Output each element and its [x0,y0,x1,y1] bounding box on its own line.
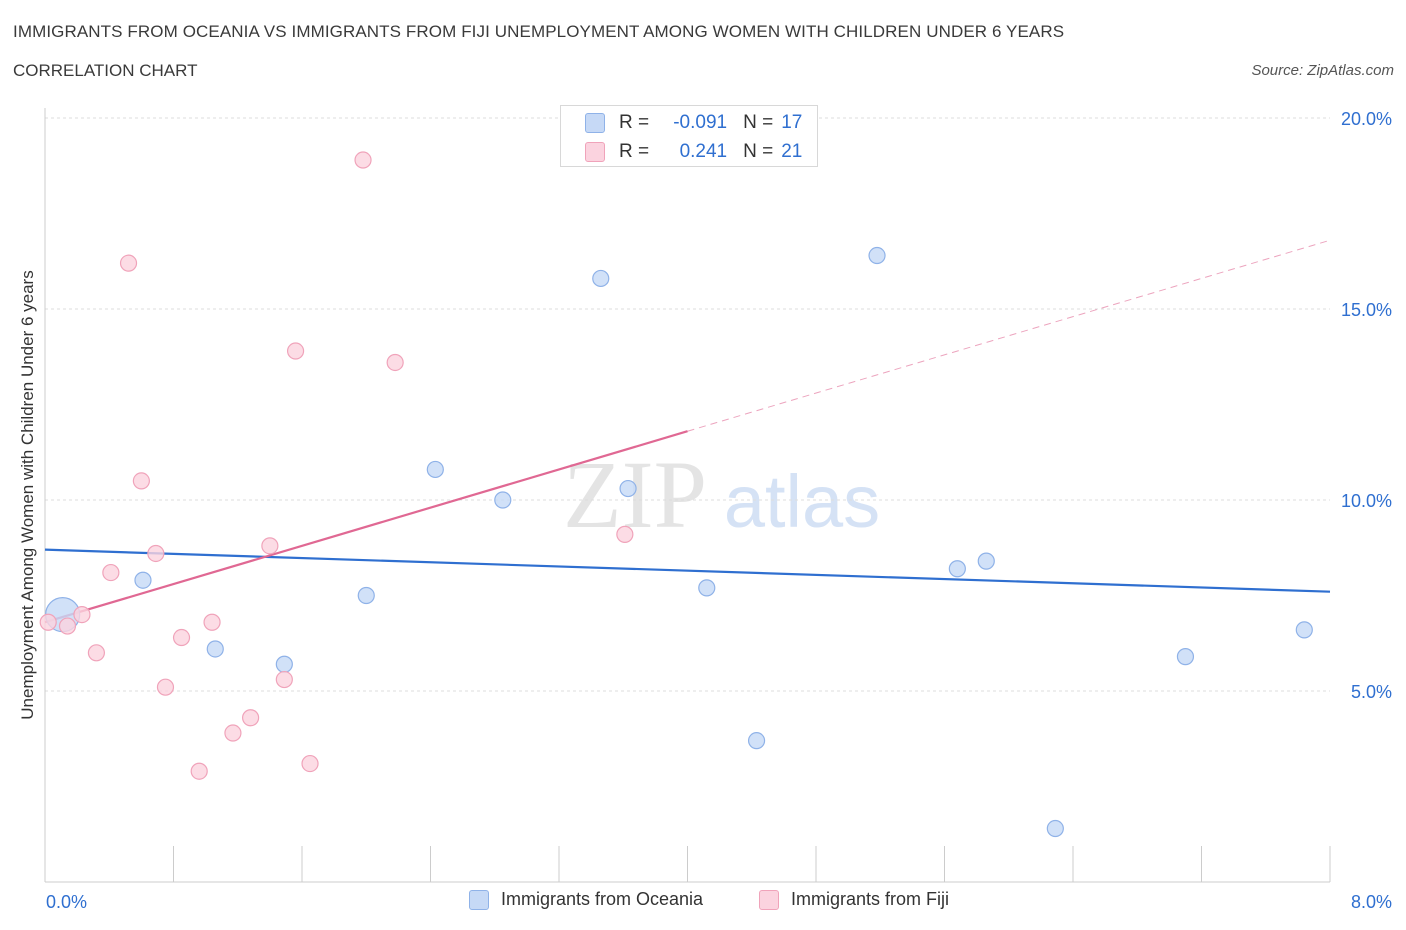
legend-item-fiji[interactable]: Immigrants from Fiji [759,889,949,910]
oceania-point [206,640,224,658]
fiji-point [119,254,138,272]
fiji-point [102,563,120,582]
n-label: N = [743,141,774,162]
oceania-point [592,269,610,288]
oceania-point [619,479,637,498]
fiji-point [73,605,91,624]
fiji-point [39,613,57,631]
oceania-point [977,552,995,570]
fiji-point [147,544,165,563]
fiji-point [172,628,191,647]
legend-label-fiji: Immigrants from Fiji [791,889,950,909]
n-label: N = [743,112,774,133]
oceania-legend-swatch [469,889,489,910]
legend-label-oceania: Immigrants from Oceania [501,889,704,909]
fiji-point [301,754,319,773]
chart-subtitle: CORRELATION CHART [13,61,198,80]
r-value: -0.091 [673,112,728,133]
x-tick-label: 8.0% [1351,892,1392,912]
fiji-trend-extension [687,239,1331,432]
oceania-point [747,732,766,750]
y-tick-label: 15.0% [1341,300,1392,320]
stats-row-oceania: R = -0.091 N = 17 [585,112,802,134]
fiji-point [386,353,404,372]
oceania-point [1176,648,1195,666]
oceania-point [1046,819,1064,838]
oceania-point [698,579,716,597]
watermark-zip: ZIP [563,441,707,548]
fiji-point [261,537,279,555]
chart-title: IMMIGRANTS FROM OCEANIA VS IMMIGRANTS FR… [13,22,1065,41]
fiji-point [58,617,77,635]
y-tick-label: 20.0% [1341,109,1392,129]
oceania-point [275,655,293,673]
stats-row-fiji: R = 0.241 N = 21 [585,141,802,163]
r-label: R = [619,141,650,162]
tick-labels: 5.0% 10.0% 15.0% 20.0% 0.0% 8.0% [46,109,1392,912]
grid-lines [45,117,1330,692]
oceania-point [1295,621,1313,639]
y-tick-label: 10.0% [1341,491,1392,511]
fiji-point [87,644,106,662]
oceania-point [948,560,966,578]
r-label: R = [619,112,650,133]
legend-item-oceania[interactable]: Immigrants from Oceania [469,889,703,910]
fiji-point [616,525,634,543]
fiji-point [286,342,305,360]
oceania-swatch [585,113,605,133]
fiji-point [275,670,293,689]
n-value: 21 [781,141,803,162]
fiji-point [354,151,372,169]
oceania-point [494,491,512,509]
y-tick-label: 5.0% [1351,682,1392,702]
fiji-swatch [585,142,605,162]
oceania-point [357,586,375,605]
fiji-point [224,724,242,742]
oceania-point [426,460,444,479]
axes [44,108,1331,883]
fiji-point [156,678,175,696]
fiji-point [242,709,260,727]
r-value: 0.241 [679,141,728,162]
x-tick-label: 0.0% [46,892,87,912]
fiji-legend-swatch [759,889,779,910]
series-legend: Immigrants from Oceania Immigrants from … [0,889,1406,915]
fiji-point [190,762,208,780]
oceania-point [868,246,886,265]
fiji-point [203,613,221,631]
fiji-point [132,472,150,490]
source-label: Source: ZipAtlas.com [1251,62,1394,79]
stats-legend: R = -0.091 N = 17 R = 0.241 N = 21 [560,105,818,167]
watermark-atlas: atlas [724,460,880,543]
fiji-trend-line [44,430,688,624]
n-value: 17 [781,112,803,133]
trend-lines [44,239,1331,624]
oceania-point [134,571,152,589]
oceania-trend-line [44,548,1331,593]
data-points [39,151,1313,838]
